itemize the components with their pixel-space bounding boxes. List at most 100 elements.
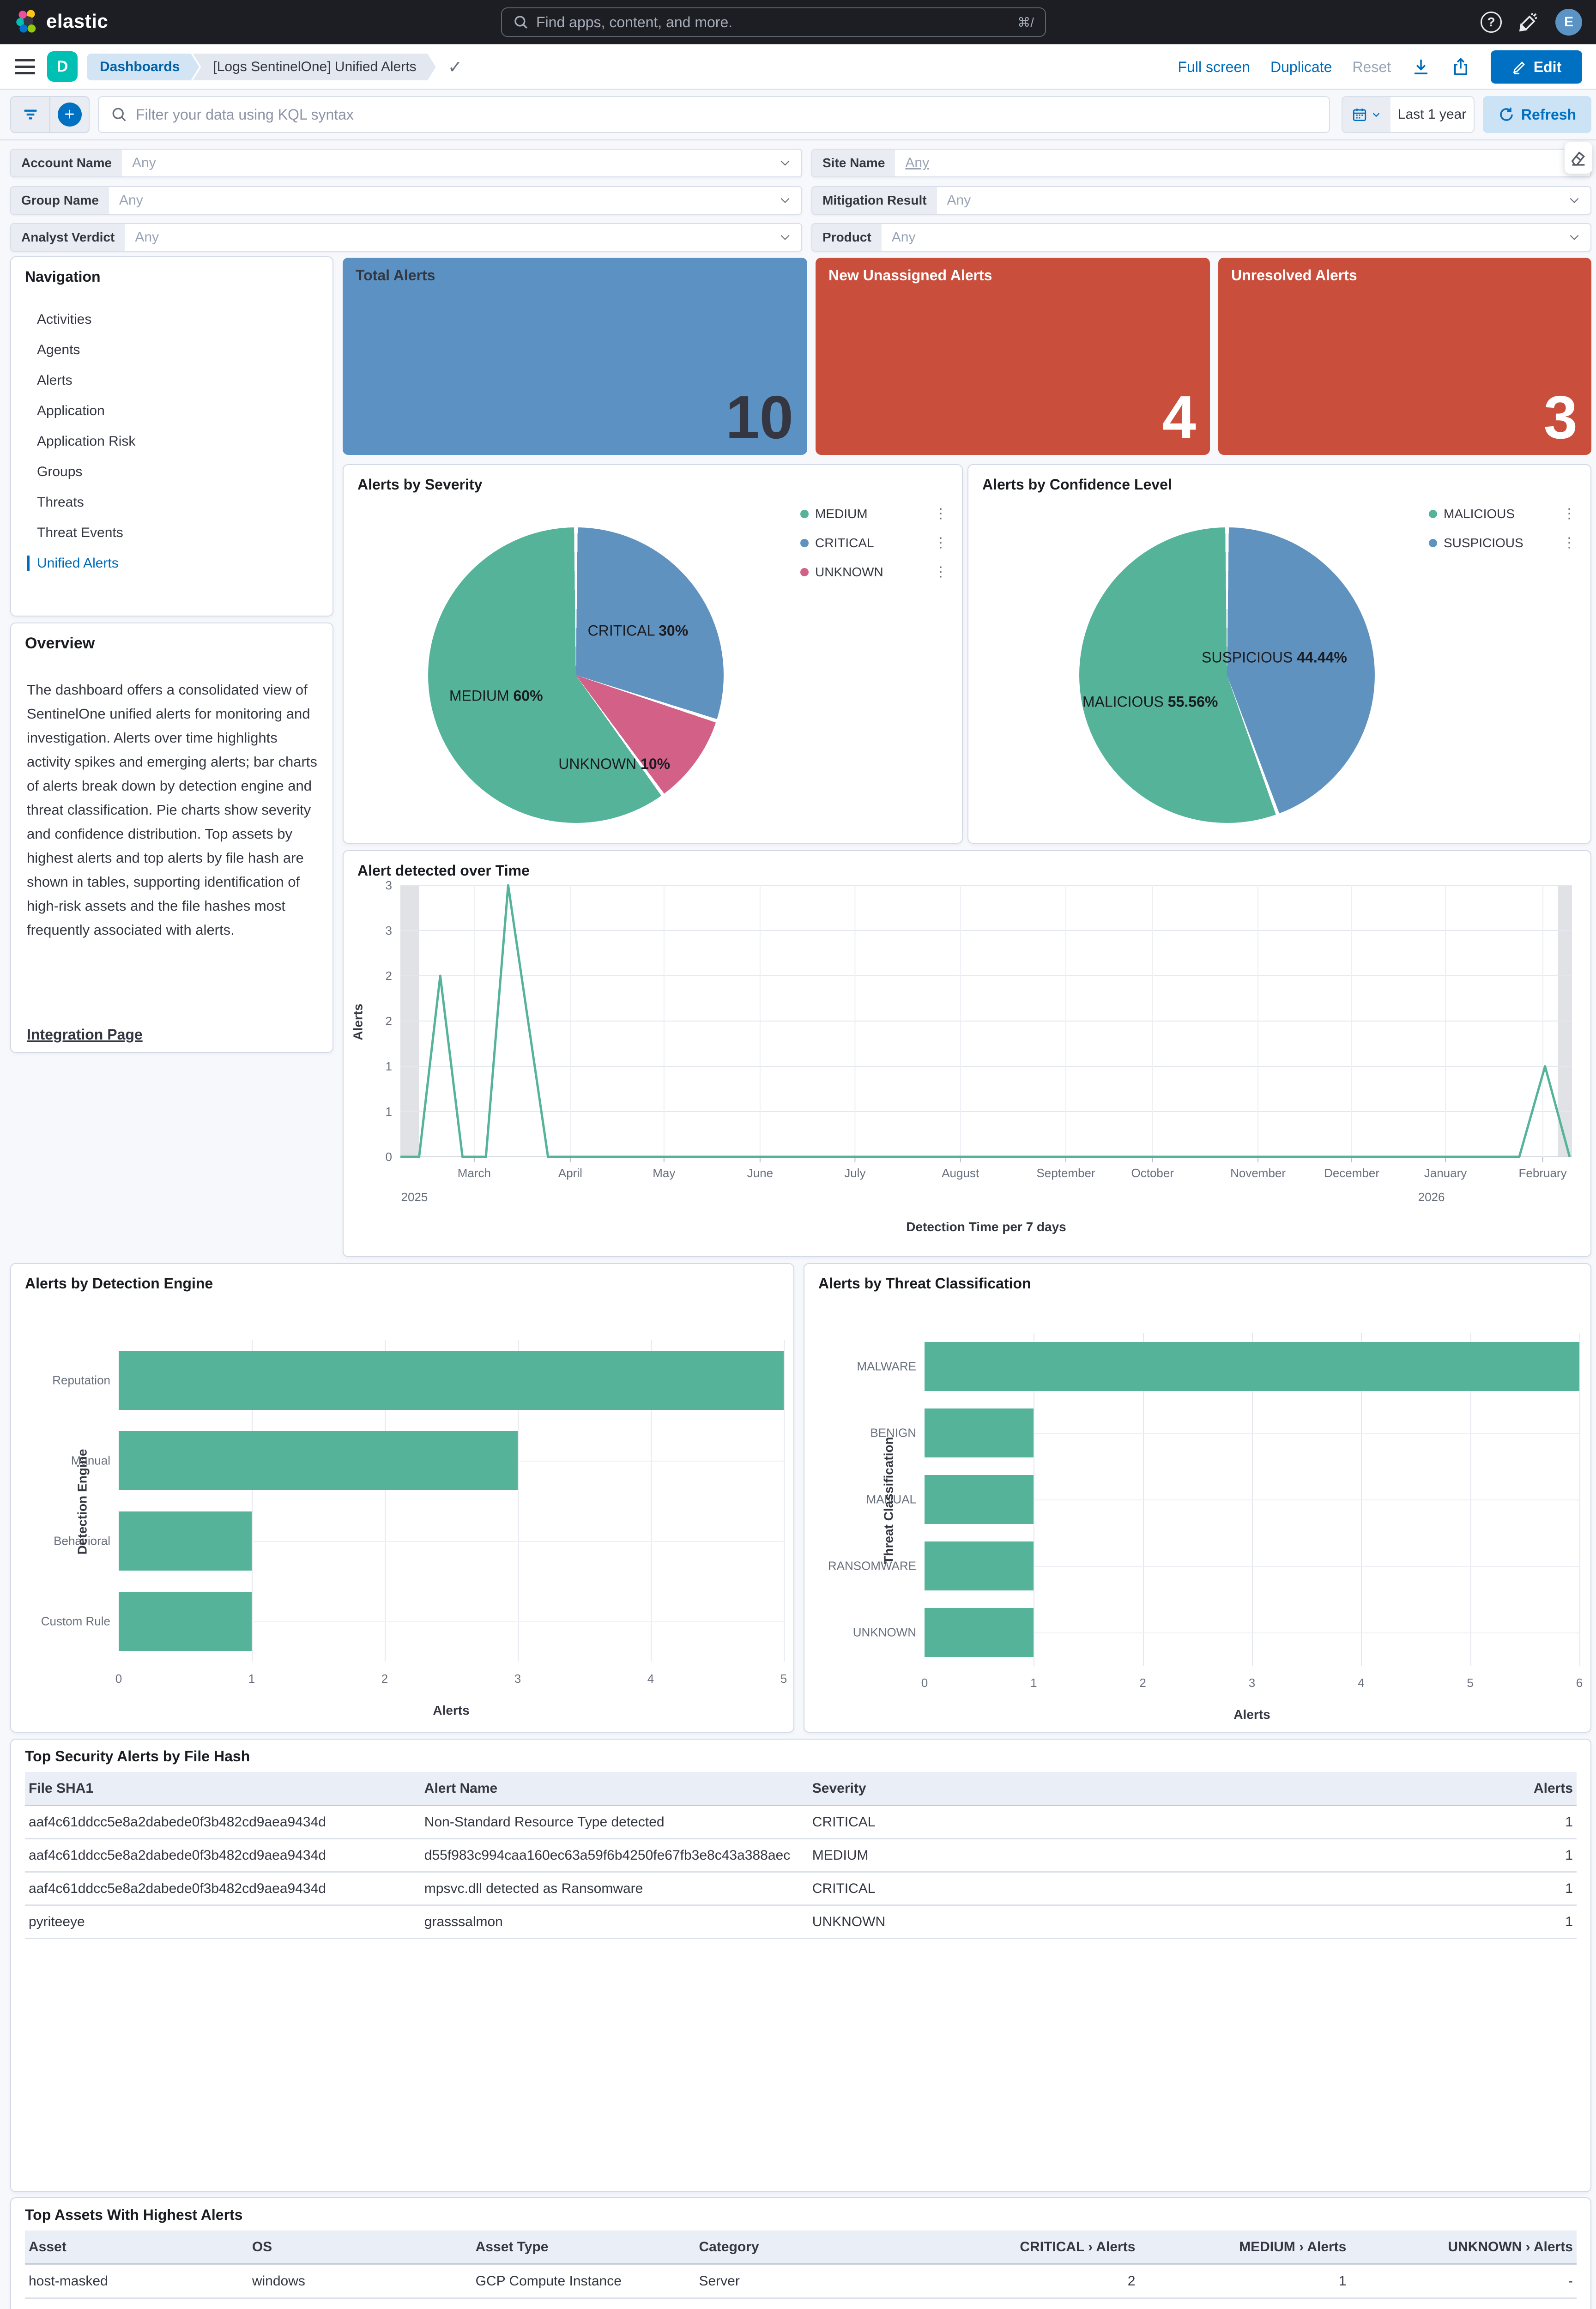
elastic-logo[interactable]: elastic [14, 8, 108, 34]
x-tick-june: June [747, 1166, 774, 1180]
bar-custom-rule[interactable] [119, 1592, 252, 1651]
legend-item-critical[interactable]: CRITICAL ⋮ [800, 535, 948, 551]
grid-line [784, 1340, 785, 1662]
newsfeed-icon[interactable] [1517, 11, 1540, 33]
confidence-pie-chart[interactable]: SUSPICIOUS 44.44% MALICIOUS 55.56% [1079, 527, 1375, 823]
by_engine-plot[interactable] [119, 1340, 785, 1662]
y-axis-title: Threat Classification [881, 1437, 896, 1564]
by_classification-plot[interactable] [925, 1333, 1580, 1666]
legend-item-malicious[interactable]: MALICIOUS ⋮ [1429, 506, 1577, 522]
table-cell: - [919, 2308, 1139, 2309]
legend-actions-icon[interactable]: ⋮ [1562, 535, 1577, 550]
x-tick-label: 5 [1467, 1676, 1474, 1690]
metric-label: New Unassigned Alerts [828, 267, 992, 284]
filter-control-analyst-verdict[interactable]: Analyst Verdict Any [10, 223, 802, 252]
grid-line [1579, 1333, 1580, 1666]
bar-manual[interactable] [925, 1475, 1034, 1524]
edit-button[interactable]: Edit [1491, 50, 1582, 84]
add-filter-button[interactable]: + [49, 97, 89, 132]
table-cell: aaf4c61ddcc5e8a2dabede0f3b482cd9aea9434d [29, 1880, 326, 1896]
sidebar-item-threat-events[interactable]: Threat Events [37, 525, 123, 540]
download-icon[interactable] [1411, 57, 1431, 77]
sidebar-item-application[interactable]: Application [37, 403, 105, 418]
grid-line [651, 1340, 652, 1662]
breadcrumb-dashboards[interactable]: Dashboards [87, 54, 199, 80]
table-cell: windows [252, 2273, 305, 2289]
bar-malware[interactable] [925, 1342, 1579, 1391]
global-search-input[interactable]: Find apps, content, and more. ⌘/ [501, 7, 1046, 37]
panel-alert-over-time: Alert detected over Time Alerts 3 3 2 2 1 1 0 Ma… [343, 850, 1591, 1257]
filter-label: Account Name [11, 150, 122, 176]
menu-icon[interactable] [15, 56, 35, 77]
legend-actions-icon[interactable]: ⋮ [1562, 506, 1577, 521]
legend-actions-icon[interactable]: ⋮ [934, 506, 948, 521]
sidebar-item-threats[interactable]: Threats [37, 495, 84, 510]
sidebar-item-agents[interactable]: Agents [37, 342, 80, 357]
legend-label: SUSPICIOUS [1444, 535, 1523, 550]
legend-item-unknown[interactable]: UNKNOWN ⋮ [800, 564, 948, 580]
line-chart-plot[interactable] [400, 884, 1572, 1162]
bar-manual[interactable] [119, 1431, 518, 1490]
breadcrumb-current-dashboard[interactable]: [Logs SentinelOne] Unified Alerts [193, 54, 435, 80]
table-cell: host-masked [25, 2308, 248, 2309]
sidebar-item-groups[interactable]: Groups [37, 464, 83, 479]
clear-controls-button[interactable] [1565, 142, 1592, 174]
panel-title: Alert detected over Time [357, 862, 530, 879]
y-tick-label: 0 [385, 1150, 392, 1164]
bar-reputation[interactable] [119, 1351, 784, 1410]
legend-actions-icon[interactable]: ⋮ [934, 564, 948, 580]
plus-icon: + [57, 103, 82, 127]
full-screen-button[interactable]: Full screen [1178, 58, 1251, 75]
y-tick-label: 3 [385, 924, 392, 937]
sidebar-item-application-risk[interactable]: Application Risk [37, 434, 136, 449]
table-cell: pyriteeye [29, 1914, 85, 1929]
legend-item-medium[interactable]: MEDIUM ⋮ [800, 506, 948, 522]
column-header-alerts: Alerts [1533, 1780, 1573, 1796]
legend-actions-icon[interactable]: ⋮ [934, 535, 948, 550]
column-header-critical-alerts: CRITICAL › Alerts [1020, 2239, 1136, 2255]
category-label-reputation: Reputation [52, 1373, 110, 1387]
category-grid-line [925, 1499, 1579, 1500]
sidebar-item-alerts[interactable]: Alerts [37, 373, 73, 388]
filter-control-site-name[interactable]: Site Name Any [811, 149, 1591, 177]
time-range-value[interactable]: Last 1 year [1397, 107, 1467, 122]
calendar-menu-button[interactable] [1342, 97, 1390, 132]
filter-control-account-name[interactable]: Account Name Any [10, 149, 802, 177]
x-year-label: 2025 [401, 1190, 428, 1204]
legend-label: MALICIOUS [1444, 506, 1515, 521]
filter-control-group-name[interactable]: Group Name Any [10, 186, 802, 215]
sidebar-item-activities[interactable]: Activities [37, 312, 92, 327]
filter-menu-button[interactable] [11, 97, 49, 132]
confidence-legend: MALICIOUS ⋮ SUSPICIOUS ⋮ [1429, 506, 1577, 551]
kql-search-input[interactable]: Filter your data using KQL syntax [98, 96, 1330, 133]
bar-unknown[interactable] [925, 1608, 1034, 1657]
x-tick-july: July [844, 1166, 866, 1180]
pie-slice-label-critical: CRITICAL 30% [587, 622, 689, 639]
bar-ransomware[interactable] [925, 1541, 1034, 1590]
filter-control-product[interactable]: Product Any [811, 223, 1591, 252]
filter-value: Any [135, 230, 159, 245]
y-tick-label: 1 [385, 1059, 392, 1073]
metric-tile-total-alerts: Total Alerts 10 [343, 258, 807, 455]
filter-control-mitigation-result[interactable]: Mitigation Result Any [811, 186, 1591, 215]
user-avatar[interactable]: E [1555, 9, 1582, 36]
integration-page-link[interactable]: Integration Page [27, 1026, 143, 1043]
bar-behavioral[interactable] [119, 1511, 252, 1571]
reset-button[interactable]: Reset [1352, 58, 1391, 75]
refresh-button[interactable]: Refresh [1483, 96, 1591, 133]
bar-benign[interactable] [925, 1408, 1034, 1457]
duplicate-button[interactable]: Duplicate [1270, 58, 1332, 75]
legend-dot [800, 538, 809, 547]
legend-label: UNKNOWN [815, 564, 883, 579]
y-tick-label: 2 [385, 1014, 392, 1028]
legend-dot [800, 568, 809, 576]
severity-pie-chart[interactable]: CRITICAL 30% UNKNOWN 10% MEDIUM 60% [428, 527, 724, 823]
legend-item-suspicious[interactable]: SUSPICIOUS ⋮ [1429, 535, 1577, 551]
sidebar-item-unified-alerts[interactable]: Unified Alerts [27, 556, 119, 571]
dashboard-app-badge[interactable]: D [47, 51, 78, 82]
calendar-icon [1353, 109, 1366, 121]
share-icon[interactable] [1451, 57, 1470, 77]
table-cell: Non-Standard Resource Type detected [424, 1814, 665, 1830]
help-icon[interactable]: ? [1481, 12, 1502, 33]
chevron-down-icon [779, 231, 791, 243]
